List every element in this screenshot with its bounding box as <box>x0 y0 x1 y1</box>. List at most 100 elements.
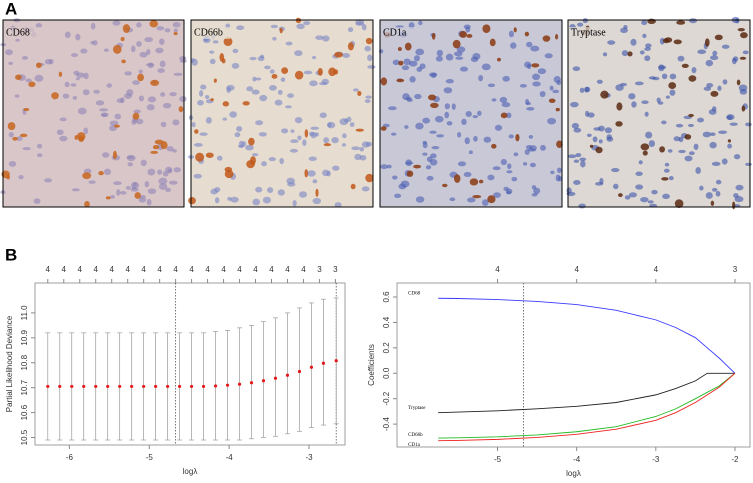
nucleus <box>547 117 557 125</box>
histology-image: Tryptase <box>566 16 752 210</box>
nucleus <box>109 120 119 126</box>
nucleus <box>459 66 469 72</box>
stained-cell <box>188 197 196 205</box>
stained-cell <box>74 135 78 140</box>
nucleus <box>500 158 507 166</box>
stained-cell <box>51 92 59 100</box>
series-label: CD66b <box>408 433 423 438</box>
nucleus <box>8 61 14 65</box>
nucleus <box>465 110 472 118</box>
nucleus <box>401 65 410 71</box>
nucleus <box>577 22 584 27</box>
nucleus <box>453 51 463 57</box>
nucleus <box>193 143 203 147</box>
nucleus <box>510 42 517 49</box>
nucleus <box>164 28 171 33</box>
nucleus <box>342 52 351 59</box>
nucleus <box>230 196 239 203</box>
nucleus <box>380 164 389 170</box>
nucleus <box>159 38 165 46</box>
nucleus <box>734 196 744 203</box>
stained-cell <box>442 183 448 188</box>
nucleus <box>191 122 196 128</box>
nucleus <box>668 176 674 181</box>
nucleus <box>575 153 582 158</box>
nucleus <box>641 20 648 26</box>
nucleus <box>130 181 140 189</box>
nucleus <box>285 105 292 109</box>
stained-cell <box>28 81 36 88</box>
stained-cell <box>684 134 692 140</box>
stained-cell <box>380 77 388 86</box>
stained-cell <box>515 133 520 142</box>
nucleus <box>327 121 336 129</box>
nucleus <box>319 112 327 119</box>
nucleus <box>113 181 122 185</box>
stained-cell <box>688 113 694 118</box>
nucleus <box>88 180 96 184</box>
nucleus <box>467 197 476 203</box>
nucleus <box>297 135 302 141</box>
point <box>94 384 98 389</box>
coefficient-line <box>438 372 735 414</box>
y-tick-label: 10.8 <box>20 354 29 370</box>
nucleus <box>487 83 496 88</box>
stained-cell <box>466 34 473 38</box>
nucleus <box>418 20 423 26</box>
nucleus <box>116 189 121 196</box>
top-tick-label: 4 <box>269 265 274 274</box>
nucleus <box>511 176 518 182</box>
nucleus <box>472 115 478 119</box>
top-tick-label: 4 <box>46 265 51 274</box>
nucleus <box>688 151 695 156</box>
stained-cell <box>178 106 184 113</box>
nucleus <box>573 180 581 186</box>
image-background <box>191 20 373 207</box>
nucleus <box>669 73 677 80</box>
stained-cell <box>7 122 16 131</box>
stained-cell <box>662 38 670 44</box>
nucleus <box>405 96 412 101</box>
x-tick-label: -5 <box>494 455 502 464</box>
stained-cell <box>84 201 90 208</box>
nucleus <box>415 48 425 56</box>
nucleus <box>635 184 644 190</box>
nucleus <box>246 86 254 92</box>
nucleus <box>525 98 530 105</box>
nucleus <box>359 147 365 152</box>
nucleus <box>703 86 712 91</box>
nucleus <box>351 146 360 151</box>
nucleus <box>414 93 422 100</box>
nucleus <box>266 187 274 194</box>
stained-cell <box>150 79 160 87</box>
nucleus <box>426 156 433 163</box>
coefficient-line <box>438 372 736 442</box>
nucleus <box>59 117 67 122</box>
nucleus <box>573 159 580 163</box>
top-tick-label: 4 <box>495 265 500 274</box>
point <box>309 365 314 369</box>
stained-cell <box>15 74 22 80</box>
nucleus <box>532 81 541 87</box>
nucleus <box>387 106 397 111</box>
point <box>225 383 230 387</box>
stained-cell <box>647 18 656 24</box>
stained-cell <box>173 31 178 36</box>
nucleus <box>127 162 134 167</box>
stained-cell <box>137 73 144 82</box>
stained-cell <box>194 129 199 134</box>
nucleus <box>735 184 744 191</box>
nucleus <box>144 37 153 43</box>
nucleus <box>165 187 172 193</box>
nucleus <box>71 188 80 192</box>
point <box>261 379 266 383</box>
top-tick-label: 4 <box>574 265 579 274</box>
nucleus <box>708 109 717 115</box>
stained-cell <box>397 47 402 52</box>
y-tick-label: -0.4 <box>382 417 391 431</box>
nucleus <box>456 46 466 53</box>
stained-cell <box>355 128 364 132</box>
nucleus <box>75 77 80 81</box>
nucleus <box>584 86 591 93</box>
